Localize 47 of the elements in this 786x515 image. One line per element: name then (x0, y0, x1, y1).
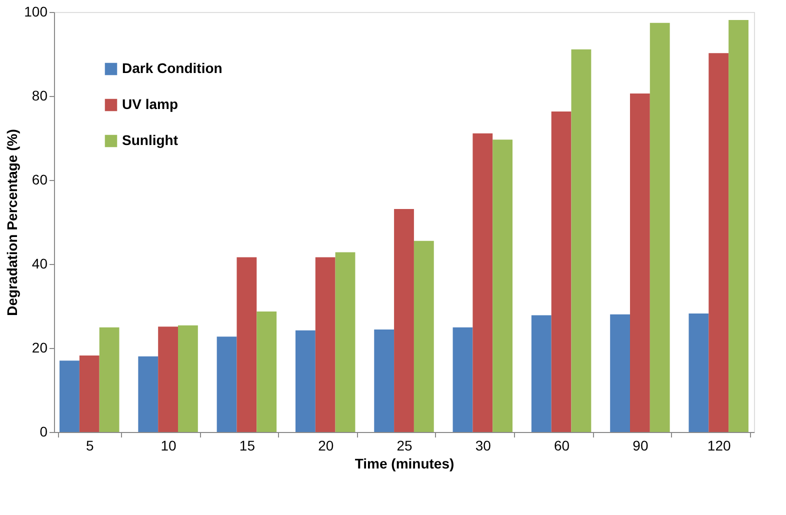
y-tick-label: 100 (24, 4, 48, 20)
legend-label: Sunlight (122, 132, 178, 148)
legend-label: Dark Condition (122, 60, 222, 76)
x-tick-label: 10 (160, 438, 177, 454)
bar (236, 257, 257, 432)
x-tick-label: 20 (318, 438, 334, 454)
x-tick-label: 120 (707, 438, 731, 454)
bar (394, 208, 414, 432)
bar (531, 315, 552, 432)
y-tick-label: 40 (32, 256, 48, 272)
bar (650, 22, 670, 432)
bar (99, 327, 120, 432)
bar (374, 330, 394, 432)
x-tick-label: 15 (239, 438, 256, 454)
legend-label: UV lamp (122, 96, 178, 112)
bar (138, 356, 158, 432)
bar (256, 311, 277, 432)
bar (158, 326, 178, 432)
bar (414, 240, 434, 432)
bar (610, 314, 630, 432)
y-tick-label: 80 (32, 88, 48, 104)
bar (492, 140, 513, 432)
y-tick-label: 20 (32, 340, 48, 356)
bar (708, 53, 729, 432)
x-tick-label: 30 (475, 438, 492, 454)
bar (178, 325, 198, 432)
y-tick-label: 0 (40, 424, 48, 440)
y-tick-label: 60 (32, 172, 48, 188)
bar (571, 49, 592, 432)
x-tick-label: 5 (86, 438, 94, 454)
bar (688, 314, 709, 432)
bar (216, 336, 237, 432)
x-tick-label: 25 (396, 438, 412, 454)
bar (452, 327, 473, 432)
x-axis-title: Time (minutes) (354, 456, 454, 472)
bar (60, 360, 80, 432)
bar (295, 330, 316, 432)
bar (472, 133, 493, 432)
bar (551, 112, 572, 432)
x-tick-label: 90 (632, 438, 648, 454)
bar (315, 257, 336, 432)
x-tick-label: 60 (554, 438, 570, 454)
bar (79, 356, 100, 432)
bar (630, 93, 650, 432)
bar (728, 20, 748, 432)
bar (335, 252, 356, 432)
y-axis-title: Degradation Percentage (%) (4, 129, 20, 316)
